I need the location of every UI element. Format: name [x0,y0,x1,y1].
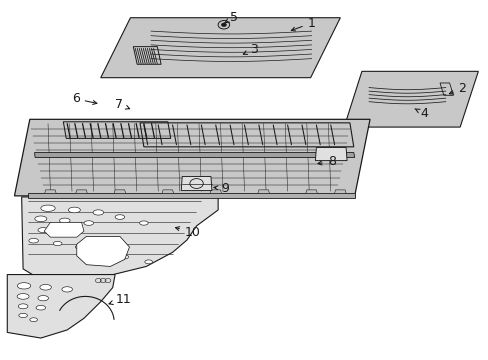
Ellipse shape [29,238,39,243]
Ellipse shape [68,207,80,213]
Ellipse shape [17,294,29,299]
Ellipse shape [17,283,31,289]
Text: 4: 4 [414,107,427,120]
Text: 9: 9 [213,182,229,195]
Ellipse shape [139,221,148,225]
Text: 7: 7 [115,98,129,111]
Text: 1: 1 [291,17,315,31]
Polygon shape [76,190,87,193]
Ellipse shape [121,255,128,259]
Polygon shape [28,193,354,198]
Polygon shape [101,18,340,78]
Polygon shape [114,190,125,193]
Ellipse shape [19,313,27,318]
Ellipse shape [62,287,72,292]
Polygon shape [315,148,346,161]
Polygon shape [15,119,369,196]
Ellipse shape [60,218,70,223]
Polygon shape [305,190,317,193]
Text: 8: 8 [317,155,335,168]
Text: 5: 5 [224,10,238,23]
Text: 6: 6 [72,93,97,105]
Ellipse shape [144,260,152,264]
Ellipse shape [62,231,72,235]
Polygon shape [44,190,56,193]
Ellipse shape [93,210,103,215]
Ellipse shape [30,318,38,321]
Polygon shape [209,190,221,193]
Ellipse shape [36,305,45,310]
Polygon shape [257,190,269,193]
Ellipse shape [38,296,48,301]
Text: 10: 10 [175,226,200,239]
Polygon shape [7,275,115,338]
Polygon shape [35,153,354,157]
Polygon shape [181,176,211,190]
Ellipse shape [84,221,93,225]
Ellipse shape [97,249,104,253]
Ellipse shape [115,215,124,219]
Polygon shape [344,71,477,127]
Polygon shape [44,222,84,237]
Circle shape [221,23,226,27]
Ellipse shape [18,304,28,309]
Text: 11: 11 [109,293,131,306]
Ellipse shape [75,245,83,249]
Polygon shape [77,237,129,266]
Text: 2: 2 [448,82,466,95]
Ellipse shape [35,216,47,222]
Ellipse shape [40,284,51,290]
Ellipse shape [53,242,62,246]
Ellipse shape [38,228,48,233]
Polygon shape [162,190,173,193]
Polygon shape [334,190,346,193]
Polygon shape [21,197,218,275]
Text: 3: 3 [243,43,258,56]
Ellipse shape [41,205,55,211]
